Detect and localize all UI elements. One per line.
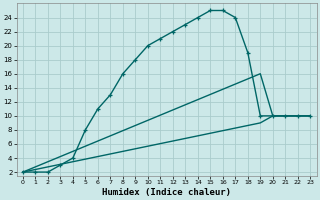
X-axis label: Humidex (Indice chaleur): Humidex (Indice chaleur): [102, 188, 231, 197]
